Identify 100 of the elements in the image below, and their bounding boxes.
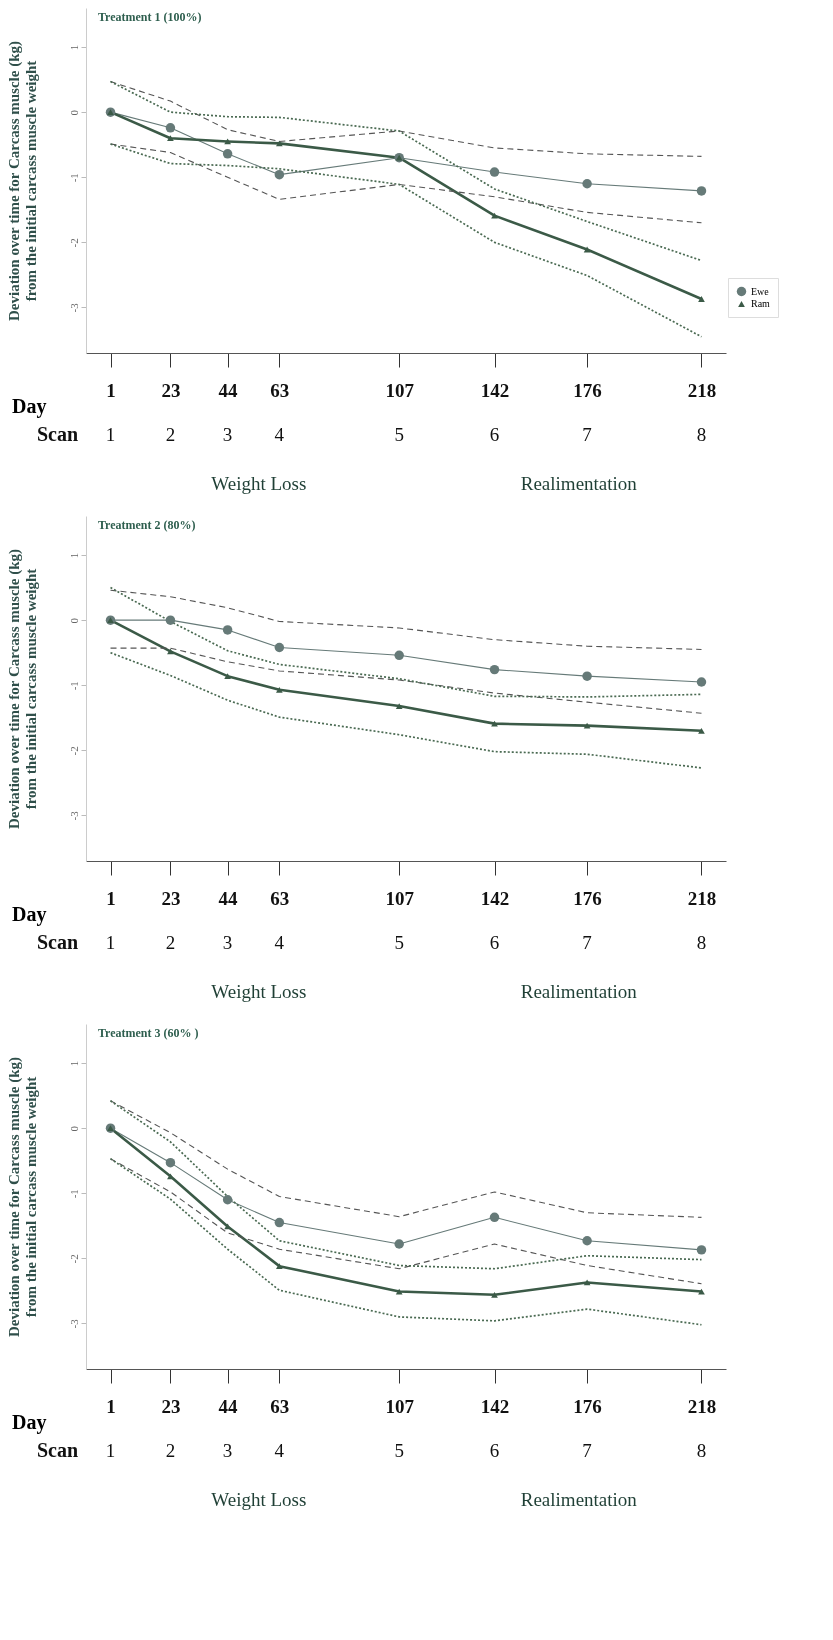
legend-label: Ram [751,298,771,309]
line-series [109,586,703,698]
x-tick-label: 107 [385,887,415,909]
point [222,625,233,635]
point [274,1217,285,1228]
point [394,1239,404,1249]
text: 3 [222,932,233,953]
text: Weight Loss [211,473,307,494]
point [491,720,498,727]
text: 2 [165,424,176,445]
x-tick-label: 44 [218,379,239,401]
y-tick-label: -1 [67,1189,80,1199]
chart-title: Treatment 2 (80%) [98,518,196,532]
point [582,671,592,681]
x-tick-label: 218 [687,379,717,401]
y-axis-title: Deviation over time for Carcass muscle (kg) from the initial carcass muscle weight [5,1057,39,1337]
text: 8 [696,932,707,953]
line-series [109,80,703,262]
line-series [109,143,703,338]
y-tick-label: -1 [67,681,80,691]
text: Scan [36,1439,78,1461]
point [165,123,176,133]
line-series [109,647,703,714]
text: Realimentation [520,1489,638,1510]
text: 2 [165,932,176,953]
point [491,1291,498,1298]
point [395,703,403,709]
point [222,149,233,159]
point [274,642,285,653]
y-axis-title: Deviation over time for Carcass muscle (kg) from the initial carcass muscle weight [5,41,39,321]
point [167,1173,174,1180]
point [696,1245,707,1255]
chart-title: Treatment 3 (60% ) [98,1026,199,1040]
line-series [109,651,703,769]
text: Scan [36,423,78,445]
x-tick-label: 23 [161,1395,181,1417]
text: 5 [394,424,404,445]
text: 4 [274,424,285,445]
text: 5 [394,932,404,953]
text: Weight Loss [211,981,307,1002]
x-tick-label: 23 [161,887,181,909]
point [165,615,176,625]
x-tick-label: 44 [218,1395,239,1417]
text: 1 [105,932,116,953]
point [276,1263,283,1270]
point [489,664,500,675]
y-tick-label: -2 [67,1254,80,1264]
x-tick-label: 107 [385,379,415,401]
point [696,186,707,196]
point [582,1236,592,1246]
point [696,677,707,687]
y-axis-title: Deviation over time for Carcass muscle (kg) from the initial carcass muscle weight [5,549,39,829]
x-tick-label: 63 [270,887,290,909]
x-axis-title: Day [12,902,47,926]
x-tick-label: 176 [573,379,602,401]
y-tick-label: -2 [67,746,80,756]
point [274,169,285,180]
text: 1 [105,1440,116,1461]
point [276,686,283,693]
text: Scan [36,931,78,953]
text: 8 [696,424,707,445]
x-tick-label: 142 [480,887,510,909]
text: 8 [696,1440,707,1461]
y-tick-label: 1 [67,1060,80,1067]
text: 4 [274,932,285,953]
point [582,179,592,189]
chart-title: Treatment 1 (100%) [98,10,202,24]
text: 6 [489,424,500,445]
point [222,1195,233,1205]
point [394,650,404,661]
y-tick-label: 1 [67,552,80,559]
line-series [109,81,703,157]
text: Realimentation [520,473,638,494]
x-tick-label: 44 [218,887,239,909]
y-tick-label: -3 [67,1318,80,1329]
point [489,167,500,177]
point [698,727,705,734]
y-tick-label: -2 [67,238,80,248]
point [491,212,498,219]
line-series [109,1099,703,1270]
line-series [109,143,703,224]
y-tick-label: 0 [67,109,80,116]
x-tick-label: 63 [270,1395,290,1417]
line-series [109,1100,703,1218]
text: 6 [489,1440,500,1461]
text: 7 [582,1440,592,1461]
x-tick-label: 176 [573,887,602,909]
text: 7 [582,424,592,445]
x-tick-label: 142 [480,379,510,401]
point [583,722,591,729]
point [167,135,174,142]
x-tick-label: 1 [106,887,116,909]
y-tick-label: 0 [67,617,80,624]
text: 2 [165,1440,176,1461]
text: 3 [222,1440,233,1461]
x-tick-label: 63 [270,379,290,401]
x-tick-label: 142 [480,1395,510,1417]
x-tick-label: 1 [106,1395,116,1417]
text: 3 [222,424,233,445]
y-tick-label: -3 [67,810,80,821]
